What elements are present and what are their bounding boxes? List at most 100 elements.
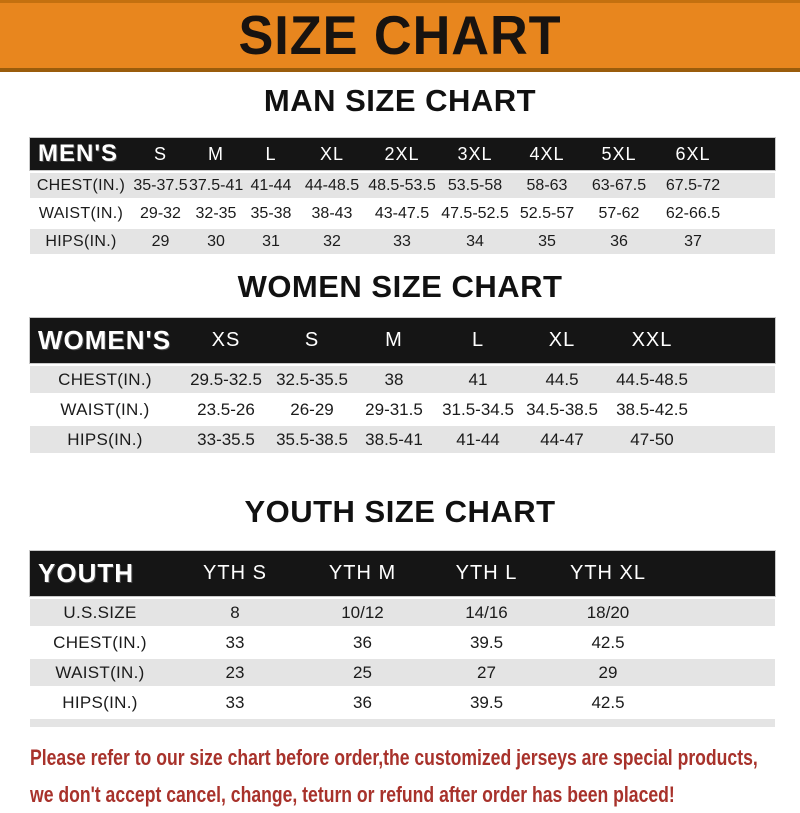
section-heading-men: MAN SIZE CHART bbox=[263, 83, 537, 118]
size-value-cell: 33-35.5 bbox=[197, 429, 255, 449]
size-value-cell: 31 bbox=[262, 232, 280, 250]
size-value-cell: 57-62 bbox=[598, 204, 640, 222]
size-table-women: WOMEN'S XS S M L XL XXL CHEST(IN.) 29.5-32.5 32.5… bbox=[30, 318, 775, 453]
size-value-cell: 37 bbox=[684, 232, 702, 250]
size-value-cell: 8 bbox=[230, 602, 240, 622]
size-value-cell: 33 bbox=[225, 692, 245, 712]
row-label: WAIST(IN.) bbox=[55, 662, 145, 682]
column-header: XL bbox=[319, 143, 345, 164]
row-label: WAIST(IN.) bbox=[60, 399, 150, 419]
column-header: YTH XL bbox=[569, 562, 647, 584]
size-value-cell: 34.5-38.5 bbox=[526, 399, 598, 419]
table-row: WAIST(IN.) 23 25 27 29 bbox=[30, 659, 775, 686]
size-value-cell: 47.5-52.5 bbox=[441, 204, 509, 222]
size-table-youth: YOUTH YTH S YTH M YTH L YTH XL U.S.SIZE 8 10/12… bbox=[30, 551, 775, 727]
size-value-cell: 38.5-42.5 bbox=[616, 399, 688, 419]
size-value-cell: 38.5-41 bbox=[365, 429, 423, 449]
band-label: MEN'S bbox=[38, 140, 119, 167]
banner-title: SIZE CHART bbox=[238, 4, 562, 66]
table-row: HIPS(IN.) 33 36 39.5 42.5 bbox=[30, 689, 775, 716]
size-value-cell: 35.5-38.5 bbox=[276, 429, 348, 449]
size-value-cell: 43-47.5 bbox=[374, 204, 430, 222]
size-value-cell: 34 bbox=[466, 232, 484, 250]
size-value-cell: 29.5-32.5 bbox=[190, 369, 262, 389]
size-value-cell: 38 bbox=[384, 369, 404, 389]
size-value-cell: 42.5 bbox=[591, 692, 625, 712]
size-value-cell: 62-66.5 bbox=[665, 204, 721, 222]
column-header: S bbox=[153, 143, 167, 164]
table-row: U.S.SIZE 8 10/12 14/16 18/20 bbox=[30, 599, 775, 626]
size-value-cell: 41-44 bbox=[456, 429, 500, 449]
band-label: WOMEN'S bbox=[38, 325, 172, 355]
table-row: WAIST(IN.) 29-32 32-35 35-38 38-43 43-47.5 47.… bbox=[30, 201, 775, 226]
size-value-cell: 48.5-53.5 bbox=[368, 176, 436, 194]
size-value-cell: 41-44 bbox=[250, 176, 292, 194]
row-label: HIPS(IN.) bbox=[62, 692, 138, 712]
section-heading-women: WOMEN SIZE CHART bbox=[237, 269, 563, 304]
column-header: 2XL bbox=[384, 143, 420, 164]
size-value-cell: 29 bbox=[598, 662, 618, 682]
table-row: CHEST(IN.) 29.5-32.5 32.5-35.5 38 41 44.5 44.5… bbox=[30, 366, 775, 393]
table-row: HIPS(IN.) 29 30 31 32 33 34 35 36 37 bbox=[30, 229, 775, 254]
column-header: YTH M bbox=[328, 562, 397, 584]
column-header: L bbox=[265, 143, 277, 164]
size-value-cell: 67.5-72 bbox=[665, 176, 721, 194]
size-value-cell: 47-50 bbox=[630, 429, 674, 449]
size-section-women: WOMEN SIZE CHART WOMEN'S XS S M L XL XXL CHEST(I… bbox=[0, 270, 800, 453]
sections-container: MAN SIZE CHART MEN'S S M L XL 2XL 3XL 4XL 5XL 6XL C… bbox=[0, 84, 800, 727]
size-value-cell: 31.5-34.5 bbox=[442, 399, 514, 419]
size-value-cell: 29-31.5 bbox=[365, 399, 423, 419]
column-header: M bbox=[208, 143, 224, 164]
size-value-cell: 23 bbox=[225, 662, 245, 682]
size-value-cell: 35 bbox=[538, 232, 556, 250]
row-label: CHEST(IN.) bbox=[53, 632, 147, 652]
size-value-cell: 10/12 bbox=[341, 602, 384, 622]
size-value-cell: 37.5-41 bbox=[189, 176, 244, 194]
column-header: XL bbox=[548, 329, 576, 351]
size-value-cell: 53.5-58 bbox=[447, 176, 503, 194]
row-label: HIPS(IN.) bbox=[67, 429, 143, 449]
size-value-cell: 41 bbox=[468, 369, 488, 389]
size-value-cell: 30 bbox=[207, 232, 225, 250]
size-value-cell: 25 bbox=[353, 662, 372, 682]
table-header-row: MEN'S S M L XL 2XL 3XL 4XL 5XL 6XL bbox=[30, 138, 775, 170]
size-value-cell: 23.5-26 bbox=[197, 399, 255, 419]
size-value-cell: 35-37.5 bbox=[133, 176, 188, 194]
table-header-row: YOUTH YTH S YTH M YTH L YTH XL bbox=[30, 551, 775, 596]
size-table-men: MEN'S S M L XL 2XL 3XL 4XL 5XL 6XL CHEST(IN.) 35-37… bbox=[30, 138, 775, 254]
size-value-cell: 52.5-57 bbox=[519, 204, 575, 222]
size-value-cell: 58-63 bbox=[526, 176, 568, 194]
table-row: CHEST(IN.) 35-37.5 37.5-41 41-44 44-48.5 48.5… bbox=[30, 173, 775, 198]
size-section-men: MAN SIZE CHART MEN'S S M L XL 2XL 3XL 4XL 5XL 6XL C… bbox=[0, 84, 800, 254]
size-value-cell: 29-32 bbox=[140, 204, 181, 222]
column-header: L bbox=[471, 329, 485, 351]
band-label: YOUTH bbox=[38, 558, 134, 588]
size-value-cell: 14/16 bbox=[465, 602, 508, 622]
column-header: 5XL bbox=[601, 143, 637, 164]
size-value-cell: 35-38 bbox=[250, 204, 292, 222]
column-header: 4XL bbox=[529, 143, 565, 164]
column-header: S bbox=[304, 329, 320, 351]
notice-line-2: we don't accept cancel, change, teturn o… bbox=[30, 782, 675, 807]
size-value-cell: 36 bbox=[353, 632, 372, 652]
table-row: WAIST(IN.) 23.5-26 26-29 29-31.5 31.5-34.5 34… bbox=[30, 396, 775, 423]
size-value-cell: 32-35 bbox=[195, 204, 237, 222]
notice-line-1: Please refer to our size chart before or… bbox=[30, 745, 758, 770]
size-section-youth: YOUTH SIZE CHART YOUTH YTH S YTH M YTH L YTH … bbox=[0, 495, 800, 727]
size-value-cell: 33 bbox=[225, 632, 245, 652]
size-value-cell: 36 bbox=[353, 692, 372, 712]
size-value-cell: 39.5 bbox=[469, 692, 504, 712]
table-row: CHEST(IN.) 33 36 39.5 42.5 bbox=[30, 629, 775, 656]
row-label: CHEST(IN.) bbox=[58, 369, 152, 389]
size-value-cell: 36 bbox=[610, 232, 628, 250]
column-header: XS bbox=[211, 329, 241, 351]
size-value-cell: 44.5-48.5 bbox=[616, 369, 688, 389]
section-heading-youth: YOUTH SIZE CHART bbox=[244, 494, 556, 529]
size-value-cell: 38-43 bbox=[311, 204, 353, 222]
size-value-cell: 27 bbox=[477, 662, 496, 682]
size-value-cell: 32 bbox=[323, 232, 341, 250]
column-header: YTH L bbox=[455, 562, 518, 584]
row-label: CHEST(IN.) bbox=[36, 176, 126, 194]
size-value-cell: 29 bbox=[151, 232, 170, 250]
row-label: U.S.SIZE bbox=[63, 602, 137, 622]
